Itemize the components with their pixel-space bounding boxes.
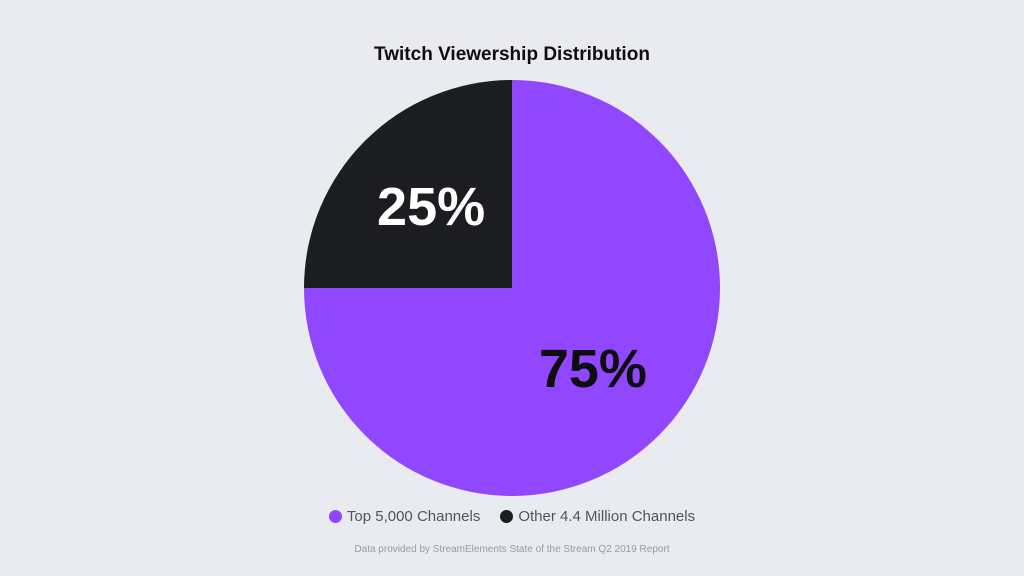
legend: Top 5,000 Channels Other 4.4 Million Cha… (0, 508, 1024, 525)
legend-item-top-channels: Top 5,000 Channels (328, 508, 481, 525)
legend-swatch-other-channels (500, 510, 514, 523)
legend-label-top-channels: Top 5,000 Channels (346, 508, 481, 525)
legend-label-other-channels: Other 4.4 Million Channels (518, 508, 696, 525)
legend-item-other-channels: Other 4.4 Million Channels (500, 508, 695, 525)
chart-title: Twitch Viewership Distribution (374, 44, 650, 65)
pie-slice-1 (304, 80, 512, 288)
source-note: Data provided by StreamElements State of… (354, 544, 670, 555)
legend-swatch-top-channels (328, 510, 342, 523)
pie-slice-label-0: 75% (539, 339, 647, 399)
pie-slice-label-1: 25% (377, 177, 485, 237)
